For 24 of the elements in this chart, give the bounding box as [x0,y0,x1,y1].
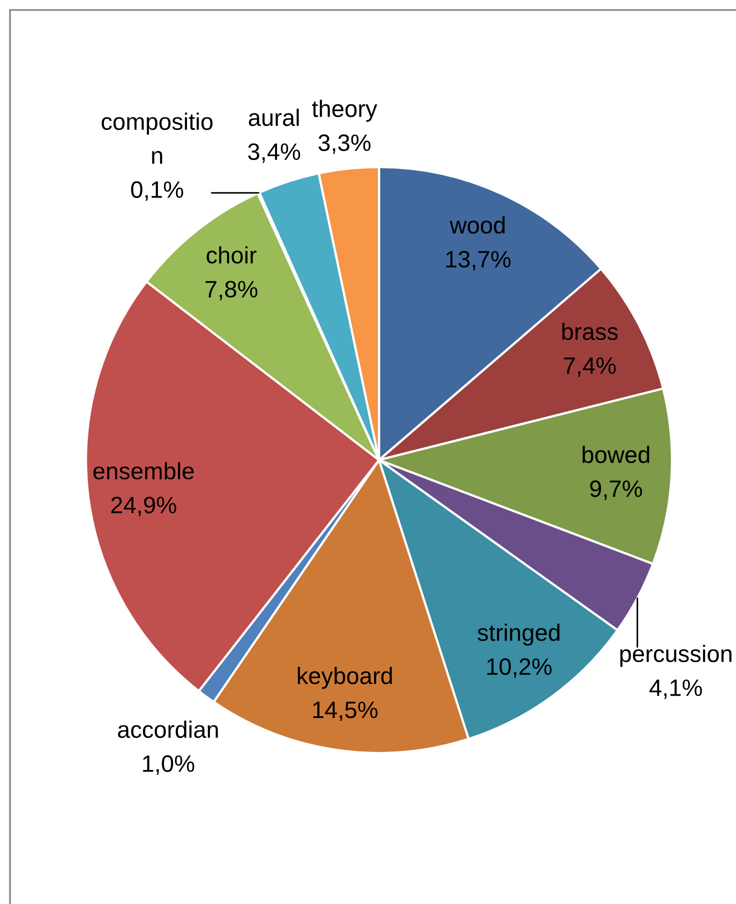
slice-label: theory [312,100,378,122]
slice-label: wood [450,216,505,234]
slice-label: ensemble [93,462,194,480]
data-label: 13,7% [446,250,511,270]
data-label: 10,2% [487,658,552,678]
slice-label: aural [248,108,299,126]
slice-label: keyboard [298,666,392,689]
slice-label: accordian [118,720,218,738]
slice-label: brass [562,322,618,340]
data-label: 3,4% [248,143,300,163]
data-label: 1,0% [143,755,194,775]
slice-label: percussion [620,644,732,667]
data-label: 9,7% [590,480,642,500]
data-label: 0,1% [131,181,184,201]
data-label: 14,5% [313,702,378,721]
data-label: 7,8% [206,280,258,300]
slice-label: compositio n [102,112,213,164]
slice-label: stringed [478,624,560,646]
data-label: 3,3% [318,134,371,154]
data-label: 4,1% [650,680,702,699]
slice-label: bowed [582,446,650,464]
data-label: 7,4% [564,357,616,377]
slice-label: choir [206,246,257,264]
data-label: 24,9% [111,496,176,516]
